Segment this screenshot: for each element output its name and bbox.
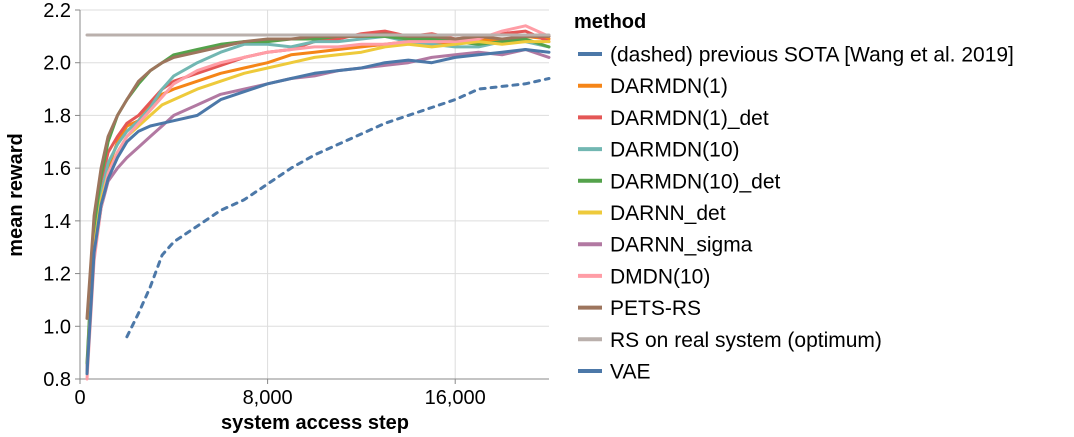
series-line-7 <box>85 24 551 381</box>
series-line-5 <box>85 40 551 376</box>
series-lines <box>85 24 551 381</box>
y-tick-label: 0.8 <box>43 369 71 391</box>
series-line-1 <box>85 34 551 373</box>
legend-label: DMDN(10) <box>610 265 710 288</box>
y-tick-label: 2.2 <box>43 0 71 22</box>
legend-label: DARMDN(1)_det <box>610 107 769 130</box>
legend-label: VAE <box>610 361 650 384</box>
legend-label: DARNN_det <box>610 202 726 225</box>
legend-label: DARMDN(10)_det <box>610 170 781 193</box>
y-tick-label: 1.0 <box>43 316 71 338</box>
grid <box>79 9 549 380</box>
x-tick-label: 16,000 <box>425 387 486 409</box>
y-axis-title: mean reward <box>5 133 27 256</box>
x-tick-label: 0 <box>74 387 85 409</box>
series-line-2 <box>85 29 551 368</box>
series-line-4 <box>85 34 551 365</box>
series-line-10 <box>85 48 551 376</box>
x-axis-title: system access step <box>221 412 409 434</box>
legend-label: DARMDN(1) <box>610 75 728 98</box>
y-tick-label: 1.2 <box>43 264 71 286</box>
series-line-3 <box>85 34 551 370</box>
y-ticks: 0.8 1.0 1.2 1.4 1.6 1.8 2.0 2.2 <box>43 0 80 391</box>
y-tick-label: 1.4 <box>43 211 71 233</box>
series-line-8 <box>85 32 551 320</box>
legend: method (dashed) previous SOTA [Wang et a… <box>574 11 1014 384</box>
legend-title: method <box>574 11 646 33</box>
x-ticks: 0 8,000 16,000 <box>74 379 486 409</box>
legend-label: DARMDN(10) <box>610 139 740 162</box>
legend-label: DARNN_sigma <box>610 234 753 257</box>
legend-label: PETS-RS <box>610 297 701 320</box>
y-tick-label: 2.0 <box>43 53 71 75</box>
y-tick-label: 1.6 <box>43 158 71 180</box>
axes <box>79 10 549 380</box>
x-tick-label: 8,000 <box>243 387 293 409</box>
legend-label: (dashed) previous SOTA [Wang et al. 2019… <box>610 44 1014 67</box>
y-tick-label: 1.8 <box>43 105 71 127</box>
legend-label: RS on real system (optimum) <box>610 329 882 352</box>
series-line-0 <box>125 77 551 339</box>
